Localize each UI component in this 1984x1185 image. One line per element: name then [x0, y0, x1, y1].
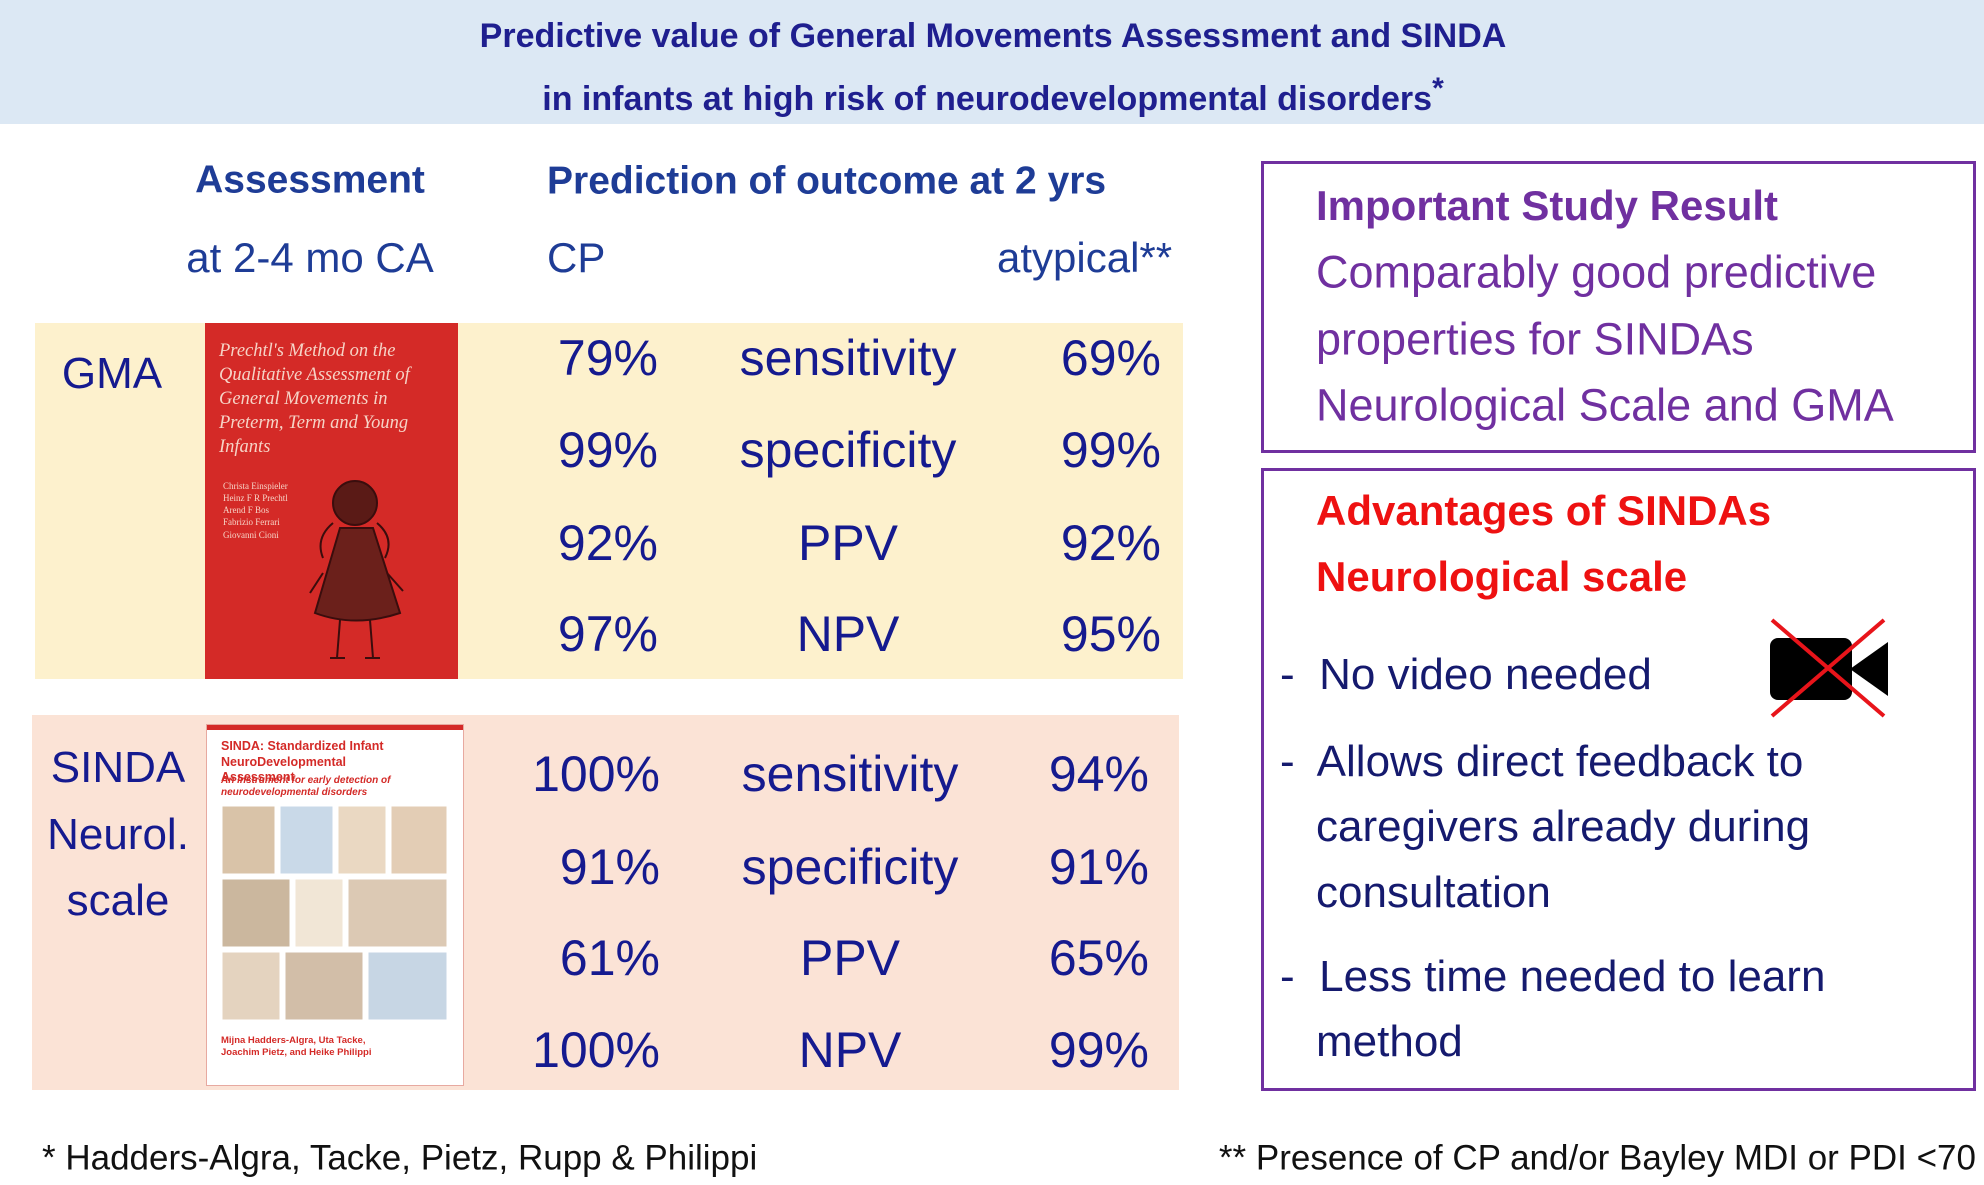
- measure-name: PPV: [799, 930, 901, 986]
- cp-value: 61%: [559, 930, 660, 986]
- group-label: GMA: [61, 349, 163, 398]
- cover-author: Christa Einspieler: [223, 481, 288, 491]
- cover-title: SINDA: Standardized Infant NeuroDevelopm…: [221, 739, 384, 785]
- footnote: * Hadders-Algra, Tacke, Pietz, Rupp & Ph…: [42, 1138, 758, 1178]
- column-heading: at 2-4 mo CA: [186, 234, 434, 281]
- advantage-item: - No video needed: [1280, 650, 1652, 699]
- measure-name: PPV: [797, 515, 899, 571]
- group-label: SINDA: [50, 743, 186, 792]
- cross-line: [1770, 618, 1886, 718]
- title-band: [0, 0, 1984, 124]
- measure-name: sensitivity: [739, 330, 957, 386]
- result-box: [1261, 161, 1976, 453]
- column-heading: Assessment: [195, 158, 425, 202]
- atypical-value: 91%: [1048, 839, 1149, 895]
- atypical-value: 95%: [1060, 606, 1161, 662]
- measure-name: specificity: [739, 422, 957, 478]
- result-text: Comparably good predictive: [1316, 246, 1877, 298]
- result-text: properties for SINDAs: [1316, 313, 1754, 365]
- title-text: in infants at high risk of neurodevelopm…: [542, 80, 1433, 119]
- cp-value: 97%: [557, 606, 658, 662]
- title-line: in infants at high risk of neurodevelopm…: [542, 71, 1444, 119]
- atypical-value: 99%: [1060, 422, 1161, 478]
- cover-authors: Christa Einspieler Heinz F R Prechtl Arend…: [223, 480, 288, 541]
- column-heading: CP: [547, 234, 606, 281]
- measure-name: NPV: [796, 606, 900, 662]
- title-mark: *: [1432, 71, 1444, 105]
- cover-author: Joachim Pietz, and Heike Philippi: [221, 1046, 372, 1058]
- advantage-item: - Less time needed to learn: [1280, 952, 1826, 1001]
- cover-title: Prechtl's Method on the Qualitative Asse…: [219, 341, 410, 458]
- atypical-value: 94%: [1048, 746, 1149, 802]
- measure-name: sensitivity: [741, 746, 959, 802]
- cover-authors: Mijna Hadders-Algra, Uta Tacke, Joachim P…: [221, 1035, 371, 1059]
- gma-book-cover: Prechtl's Method on the Qualitative Asse…: [205, 323, 458, 679]
- cover-subtitle: An instrument for early detection of neu…: [221, 775, 391, 798]
- atypical-value: 92%: [1060, 515, 1161, 571]
- cover-author: Mijna Hadders-Algra, Uta Tacke,: [221, 1035, 366, 1046]
- cp-value: 100%: [532, 746, 660, 802]
- measure-name: specificity: [741, 839, 959, 895]
- no-video-icon: [1770, 618, 1888, 718]
- footnote: ** Presence of CP and/or Bayley MDI or P…: [1218, 1138, 1976, 1178]
- measure-name: NPV: [798, 1022, 902, 1078]
- result-text: Neurological Scale and GMA: [1316, 379, 1894, 431]
- advantage-item: method: [1316, 1017, 1463, 1066]
- cover-photos: [219, 803, 450, 1023]
- advantages-box: [1261, 468, 1976, 1091]
- sinda-book-cover: SINDA: Standardized Infant NeuroDevelopm…: [206, 724, 464, 1086]
- atypical-value: 69%: [1060, 330, 1161, 386]
- atypical-value: 99%: [1048, 1022, 1149, 1078]
- cp-value: 91%: [559, 839, 660, 895]
- title-line: Predictive value of General Movements As…: [479, 17, 1507, 55]
- cp-value: 79%: [557, 330, 658, 386]
- cp-value: 100%: [532, 1022, 660, 1078]
- group-label: Neurol.: [47, 810, 189, 859]
- advantage-item: caregivers already during: [1316, 802, 1811, 851]
- atypical-value: 65%: [1048, 930, 1149, 986]
- cover-author: Fabrizio Ferrari: [223, 517, 280, 528]
- cp-value: 99%: [557, 422, 658, 478]
- column-heading: Prediction of outcome at 2 yrs: [547, 159, 1107, 203]
- column-heading: atypical**: [997, 234, 1173, 281]
- result-title: Important Study Result: [1316, 182, 1779, 229]
- cover-author: Heinz F R Prechtl: [223, 493, 288, 504]
- advantage-item: consultation: [1316, 868, 1551, 917]
- advantages-title: Advantages of SINDAs: [1316, 487, 1772, 534]
- cover-author: Giovanni Cioni: [223, 529, 279, 540]
- camera-lens: [1850, 642, 1888, 696]
- group-label: scale: [66, 876, 170, 925]
- cp-value: 92%: [557, 515, 658, 571]
- advantages-title: Neurological scale: [1316, 553, 1688, 600]
- advantage-item: - Allows direct feedback to: [1280, 737, 1804, 786]
- cover-illustration: [309, 480, 404, 659]
- cover-band: [207, 725, 463, 730]
- camera-body: [1770, 638, 1852, 700]
- cover-author: Arend F Bos: [223, 505, 270, 516]
